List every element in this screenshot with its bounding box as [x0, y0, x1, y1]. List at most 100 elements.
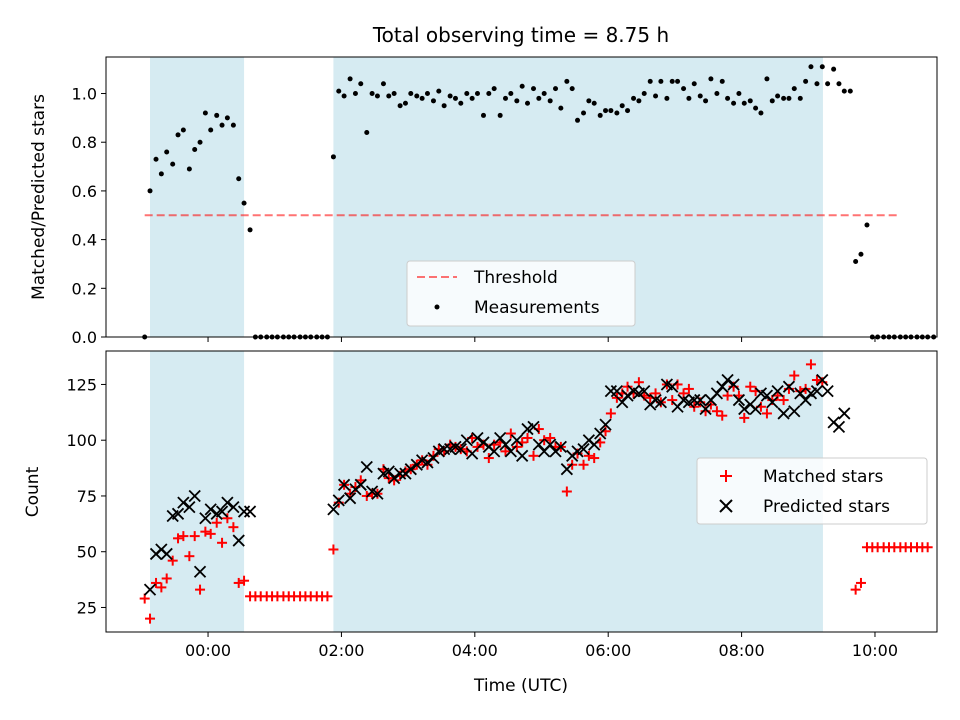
measurement-point [597, 112, 603, 118]
predicted-point [599, 418, 612, 431]
legend-threshold-label: Threshold [473, 268, 558, 288]
measurement-point [525, 100, 531, 106]
measurement-point [708, 76, 714, 82]
x-tick-label: 04:00 [452, 641, 498, 660]
measurement-point [219, 122, 225, 128]
measurement-point [691, 81, 697, 87]
predicted-point [354, 478, 367, 491]
predicted-point [460, 434, 473, 447]
predicted-point [766, 396, 779, 409]
predicted-point [749, 402, 762, 416]
top-y-axis-label: Matched/Predicted stars [29, 94, 49, 300]
matched-point [761, 408, 772, 419]
predicted-point [494, 431, 507, 445]
measurement-point [341, 93, 347, 99]
matched-point [184, 551, 195, 562]
predicted-point [816, 373, 829, 387]
predicted-point [193, 565, 207, 578]
measurement-point [686, 95, 692, 101]
measurement-point [364, 129, 370, 135]
predicted-point [654, 396, 668, 409]
measurement-point [474, 91, 480, 97]
measurement-point [764, 76, 770, 82]
matched-point [622, 381, 633, 392]
predicted-point [421, 456, 434, 469]
measurement-point [469, 95, 475, 101]
measurement-point [781, 95, 787, 101]
matched-point [233, 577, 244, 588]
measurement-point [386, 93, 392, 99]
matched-point [145, 613, 156, 624]
matched-point [589, 453, 600, 464]
predicted-point [832, 420, 846, 433]
matched-point [545, 432, 556, 443]
measurement-point [558, 105, 564, 111]
measurement-point [430, 98, 436, 104]
matched-point [805, 359, 816, 370]
legend-matched-label: Matched stars [763, 467, 883, 487]
measurement-point [625, 108, 631, 114]
predicted-point [427, 451, 440, 465]
measurement-point [230, 122, 236, 128]
measurement-point [591, 100, 597, 106]
measurement-point [458, 100, 464, 106]
predicted-point [727, 378, 740, 391]
predicted-point [232, 534, 245, 547]
matched-point [228, 522, 239, 533]
measurement-point [441, 103, 447, 109]
matched-point [178, 531, 189, 542]
matched-point [739, 412, 750, 423]
measurement-point [758, 110, 764, 116]
measurement-point [658, 78, 664, 84]
measurement-point [831, 66, 837, 72]
measurement-point [369, 91, 375, 97]
predicted-point [393, 467, 407, 480]
matched-point [850, 584, 861, 595]
measurement-points [142, 64, 937, 340]
matched-point [472, 441, 483, 452]
matched-point [789, 370, 800, 381]
measurement-point [347, 76, 353, 82]
y-tick-label: 125 [66, 375, 97, 394]
matched-point [811, 374, 822, 385]
measurement-point [436, 88, 442, 94]
measurement-point [769, 98, 775, 104]
x-tick-label: 00:00 [185, 641, 231, 660]
predicted-point [199, 512, 212, 525]
matched-point [173, 533, 184, 544]
matched-point [522, 432, 533, 443]
measurement-point [547, 98, 553, 104]
predicted-point [666, 380, 679, 393]
predicted-point [799, 393, 812, 407]
predicted-point [604, 385, 618, 398]
matched-point [211, 517, 222, 528]
matched-point [505, 428, 516, 439]
matched-point [667, 395, 678, 406]
measurement-point [669, 78, 675, 84]
measurement-point [197, 139, 203, 145]
measurement-point [814, 81, 820, 87]
measurement-point [236, 176, 242, 182]
matched-point [161, 573, 172, 584]
measurement-point [424, 91, 430, 97]
measurement-point [514, 98, 520, 104]
measurement-point [186, 166, 192, 172]
predicted-point [532, 438, 545, 451]
measurement-point [164, 149, 170, 155]
measurement-point [464, 91, 470, 97]
matched-point [200, 526, 211, 537]
predicted-point [204, 503, 217, 516]
chart-title: Total observing time = 8.75 h [372, 23, 669, 47]
matched-point [605, 408, 616, 419]
predicted-point [527, 420, 540, 433]
measurement-point [531, 86, 537, 92]
predicted-point [716, 380, 729, 393]
measurement-point [581, 110, 587, 116]
observing-band [150, 351, 245, 632]
measurement-point [636, 98, 642, 104]
measurement-point [836, 81, 842, 87]
measurement-point [864, 222, 870, 228]
predicted-point [699, 402, 712, 416]
legend-measurements-label: Measurements [474, 298, 600, 318]
